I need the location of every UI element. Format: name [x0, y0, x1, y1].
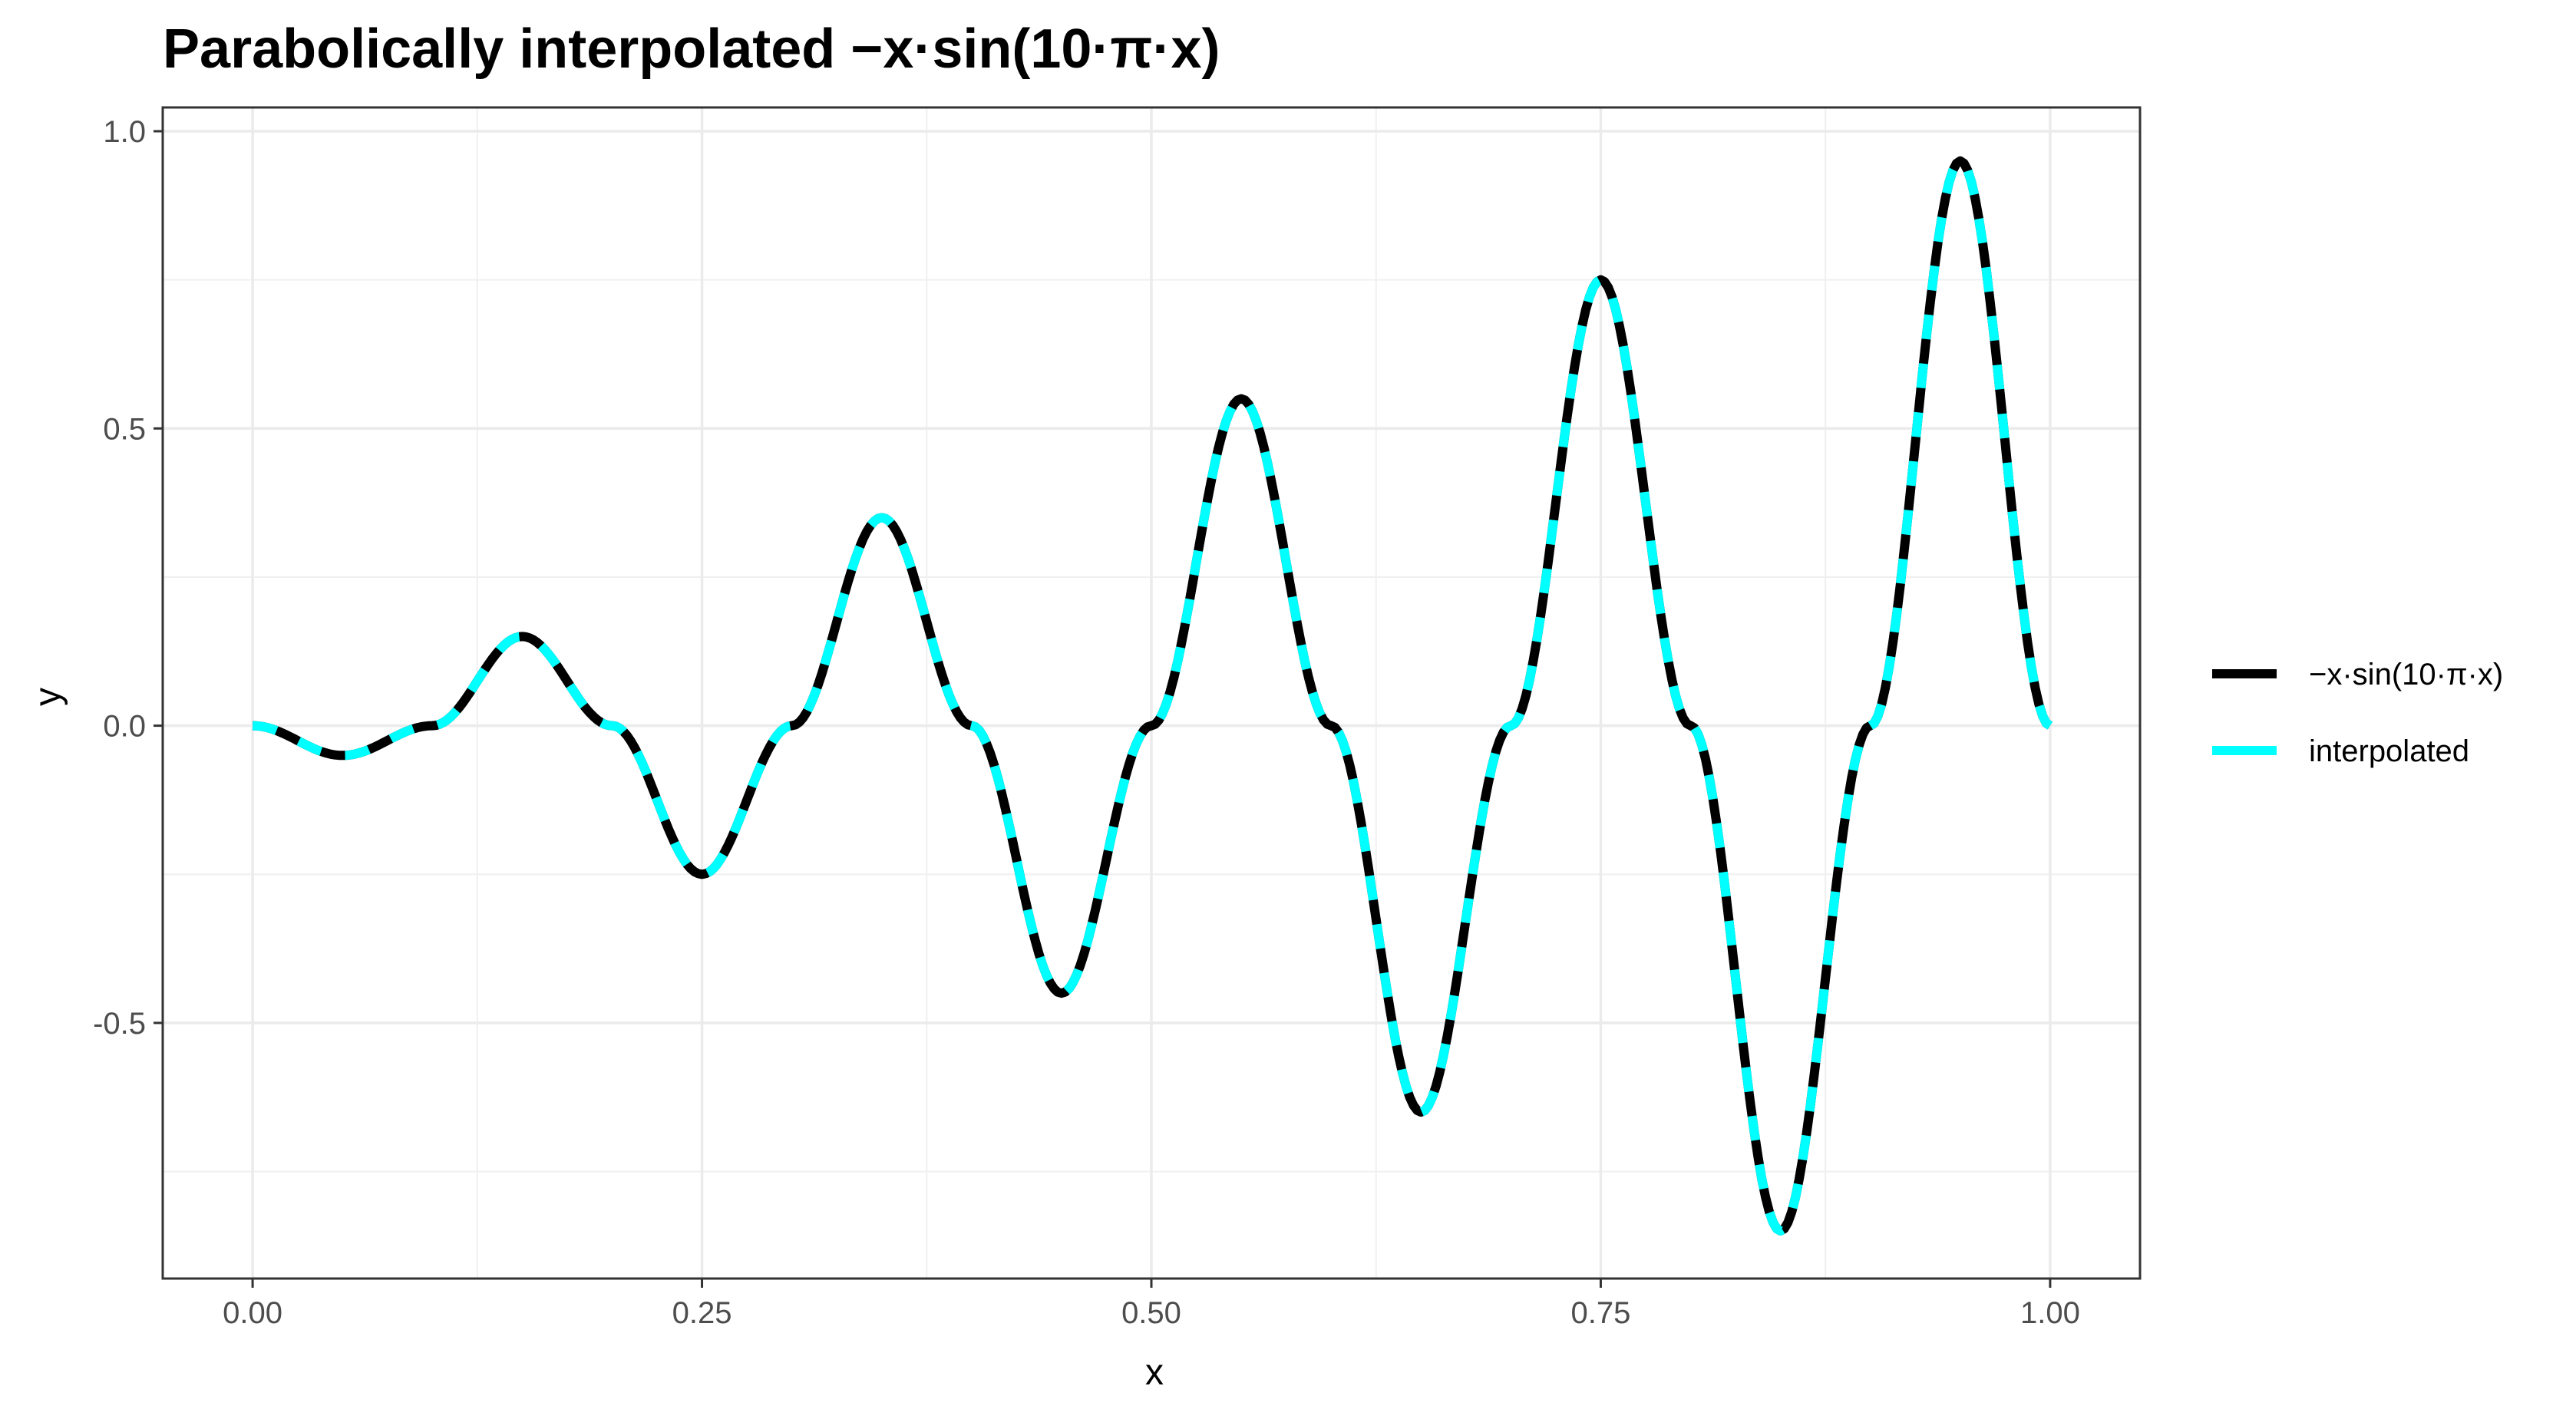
- x-axis-title: x: [1145, 1352, 1164, 1393]
- x-tick-label: 0.00: [223, 1296, 282, 1330]
- plot-series: [252, 156, 2053, 1236]
- x-tick-label: 0.75: [1571, 1296, 1631, 1330]
- axes: 0.00 0.25 0.50 0.75 1.00 -0.5 0.0 0.5 1.0: [93, 115, 2080, 1330]
- y-tick-label: -0.5: [93, 1007, 146, 1041]
- legend: −x·sin(10·π·x) interpolated: [2212, 658, 2503, 768]
- chart-title: Parabolically interpolated −x·sin(10·π·x…: [163, 18, 1220, 80]
- legend-label-2: interpolated: [2309, 734, 2469, 768]
- x-tick-label: 0.25: [672, 1296, 732, 1330]
- legend-label-1: −x·sin(10·π·x): [2309, 658, 2503, 691]
- y-tick-label: 1.0: [103, 115, 146, 149]
- x-tick-label: 1.00: [2020, 1296, 2080, 1330]
- y-axis-title: y: [28, 688, 68, 706]
- x-tick-label: 0.50: [1121, 1296, 1181, 1330]
- y-tick-label: 0.5: [103, 412, 146, 446]
- y-tick-label: 0.0: [103, 710, 146, 744]
- series-line-2: [252, 156, 2053, 1236]
- grid: [163, 107, 2140, 1279]
